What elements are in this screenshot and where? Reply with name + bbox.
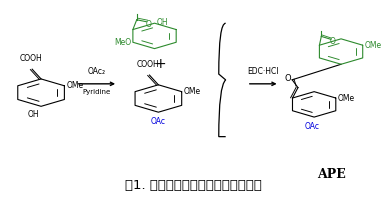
Text: OMe: OMe <box>183 87 201 96</box>
Text: OAc: OAc <box>305 122 320 131</box>
Text: EDC·HCl: EDC·HCl <box>247 67 279 76</box>
Text: APE: APE <box>317 168 346 181</box>
Text: OAc₂: OAc₂ <box>88 67 106 76</box>
Text: OMe: OMe <box>338 94 355 102</box>
Text: OH: OH <box>27 110 39 119</box>
Text: +: + <box>154 57 166 71</box>
Text: Pyridine: Pyridine <box>83 89 111 95</box>
Text: OMe: OMe <box>365 41 382 50</box>
Text: OMe: OMe <box>66 81 84 90</box>
Text: OH: OH <box>156 18 168 27</box>
Text: COOH: COOH <box>137 60 160 69</box>
Text: MeO: MeO <box>114 38 131 47</box>
Text: OAc: OAc <box>151 117 166 126</box>
Text: O: O <box>284 74 291 83</box>
Text: O: O <box>330 37 336 46</box>
Text: O: O <box>146 20 151 29</box>
Text: COOH: COOH <box>20 54 42 63</box>
Text: 图1. 乙酰阿魏酸丹皮酚酯的制备工艺: 图1. 乙酰阿魏酸丹皮酚酯的制备工艺 <box>125 179 262 192</box>
